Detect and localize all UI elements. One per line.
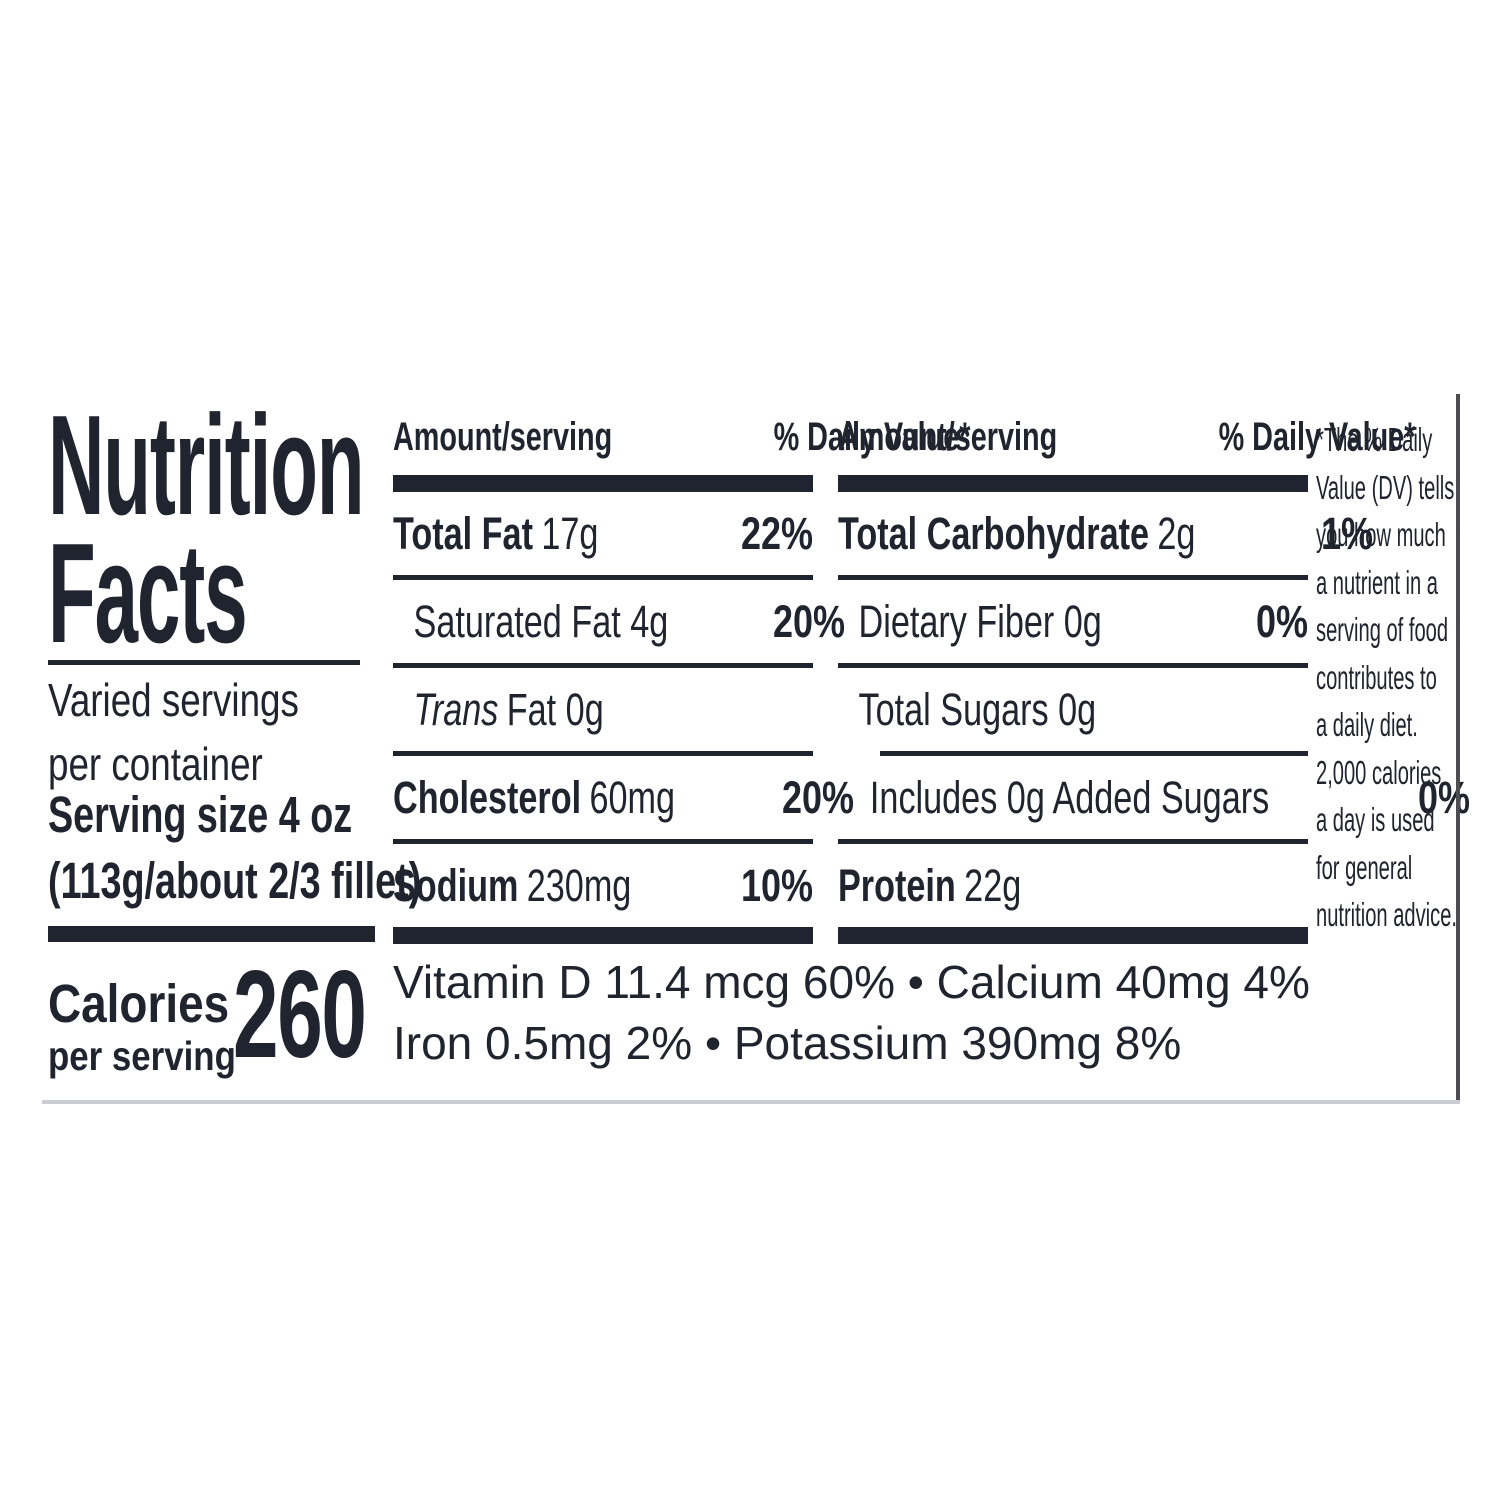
daily-value: 0% [1418,771,1471,823]
nutrient-row-cholesterol: Cholesterol 60mg 20% [393,756,854,839]
label-title: Nutrition Facts [48,386,365,673]
amount-serving-header: Amount/serving [393,415,613,459]
row-divider [838,839,1308,844]
nutrient-name: Trans Fat 0g [413,683,604,735]
nutrient-name: Includes 0g Added Sugars [869,771,1270,823]
nutrient-column-left: Amount/serving % Daily Value* Total Fat 1… [393,415,971,944]
nutrient-name: Dietary Fiber 0g [858,595,1102,647]
label-title-line2: Facts [48,514,248,673]
row-divider-indented [880,751,1308,756]
divider-above-calories [48,926,375,942]
nutrient-name: Total Fat 17g [393,507,599,559]
amount-serving-header: Amount/serving [838,415,1058,459]
row-divider [838,663,1308,668]
nutrient-row-total-sugars: Total Sugars 0g [838,668,1308,751]
column-header: Amount/serving % Daily Value* [838,415,1416,475]
daily-value: 1% [1321,507,1374,559]
nutrient-row-protein: Protein 22g [838,844,1308,927]
nutrient-name: Total Sugars 0g [858,683,1097,735]
servings-line1: Varied servings [48,674,299,726]
nutrient-column-right: Amount/serving % Daily Value* Total Carb… [838,415,1471,944]
thick-bar [393,927,813,944]
nutrient-row-total-carbohydrate: Total Carbohydrate 2g 1% [838,492,1373,575]
nutrient-name: Protein 22g [838,859,1022,911]
daily-value: 0% [1255,595,1308,647]
nutrient-row-sodium: Sodium 230mg 10% [393,844,813,927]
micronutrients: Vitamin D 11.4 mcg 60% • Calcium 40mg 4%… [393,952,1310,1074]
row-divider [393,839,813,844]
daily-value: 22% [740,507,813,559]
serving-size-line2: (113g/about 2/3 fillet) [48,852,422,909]
calories-sub: per serving [48,1033,236,1079]
micronutrients-line2: Iron 0.5mg 2% • Potassium 390mg 8% [393,1017,1182,1069]
nutrient-row-saturated-fat: Saturated Fat 4g 20% [393,580,846,663]
nutrient-name: Cholesterol 60mg [393,771,676,823]
nutrient-row-dietary-fiber: Dietary Fiber 0g 0% [838,580,1308,663]
nutrient-name: Sodium 230mg [393,859,632,911]
daily-value: 10% [740,859,813,911]
daily-value-header: % Daily Value* [774,415,971,459]
divider-under-title [48,660,360,665]
row-divider [393,751,813,756]
nutrient-name: Saturated Fat 4g [413,595,669,647]
nutrient-row-added-sugars: Includes 0g Added Sugars 0% [838,756,1471,839]
thick-bar [838,927,1308,944]
row-divider [393,575,813,580]
label-title-line1: Nutrition [48,386,365,545]
calories-heading: Calories per serving [48,975,236,1079]
daily-value: 20% [782,771,855,823]
daily-value-footnote: *The % Daily Value (DV) tells you how mu… [1316,421,1457,933]
nutrient-name: Total Carbohydrate 2g [838,507,1196,559]
servings-line2: per container [48,738,263,790]
thick-bar [838,475,1308,492]
page-bottom-divider [42,1100,1460,1104]
daily-value: 20% [773,595,846,647]
row-divider [393,663,813,668]
row-divider [838,575,1308,580]
calories-word: Calories [48,974,230,1034]
nutrient-row-total-fat: Total Fat 17g 22% [393,492,813,575]
serving-size-line1: Serving size 4 oz [48,786,353,843]
thick-bar [393,475,813,492]
calories-value: 260 [233,946,367,1084]
daily-value-header: % Daily Value* [1219,415,1416,459]
label-right-border [1456,394,1460,1102]
column-header: Amount/serving % Daily Value* [393,415,971,475]
servings-per-container: Varied servings per container [48,668,299,796]
micronutrients-line1: Vitamin D 11.4 mcg 60% • Calcium 40mg 4% [393,956,1310,1008]
nutrient-row-trans-fat: Trans Fat 0g [393,668,813,751]
serving-size: Serving size 4 oz (113g/about 2/3 fillet… [48,782,421,914]
